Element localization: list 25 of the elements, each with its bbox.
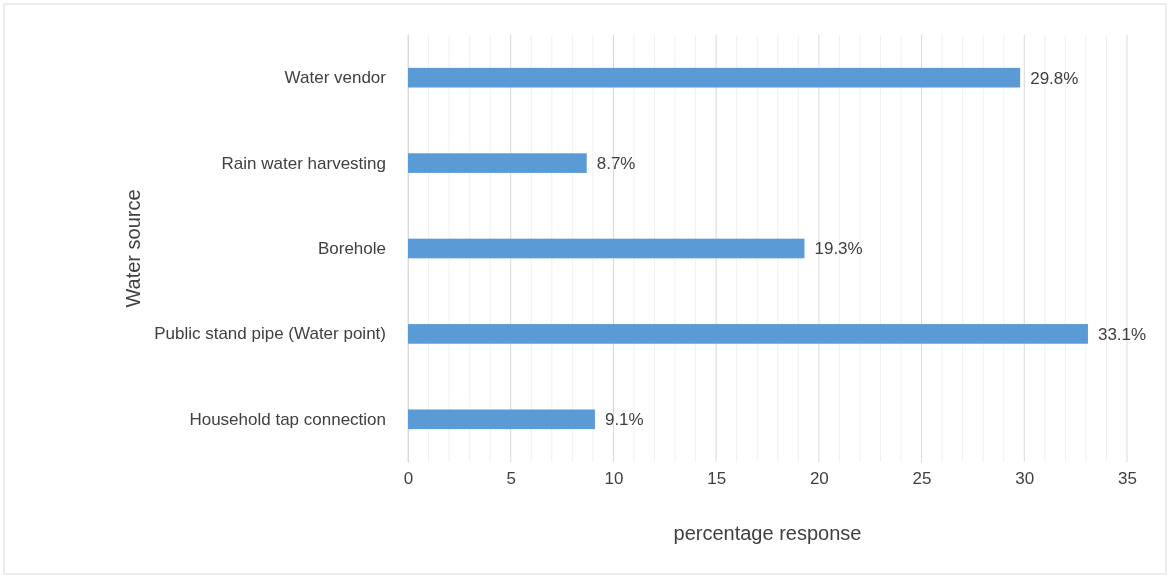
x-tick-label: 5: [506, 469, 516, 489]
data-label: 9.1%: [604, 410, 644, 430]
y-tick-label: Public stand pipe (Water point): [154, 324, 386, 344]
data-label: 19.3%: [814, 239, 863, 259]
y-axis-title: Water source: [122, 189, 145, 308]
x-tick-label: 10: [604, 469, 624, 489]
x-axis-title: percentage response: [673, 522, 862, 544]
bar: [408, 238, 805, 259]
bar: [408, 153, 587, 173]
x-tick-label: 35: [1118, 469, 1137, 489]
y-tick-label: Rain water harvesting: [221, 153, 386, 173]
y-tick-label: Household tap connection: [189, 409, 386, 429]
data-label: 33.1%: [1097, 324, 1147, 344]
x-tick-label: 15: [707, 469, 727, 489]
bar: [408, 67, 1021, 88]
data-label: 29.8%: [1030, 68, 1079, 88]
bar: [408, 409, 595, 430]
x-tick-label: 0: [403, 469, 414, 489]
y-tick-label: Borehole: [317, 238, 386, 258]
x-tick-label: 30: [1015, 469, 1035, 489]
x-tick-label: 20: [809, 469, 829, 489]
data-label: 8.7%: [596, 154, 636, 174]
x-tick-label: 25: [912, 469, 932, 489]
bar: [408, 324, 1088, 344]
y-tick-label: Water vendor: [284, 68, 387, 88]
